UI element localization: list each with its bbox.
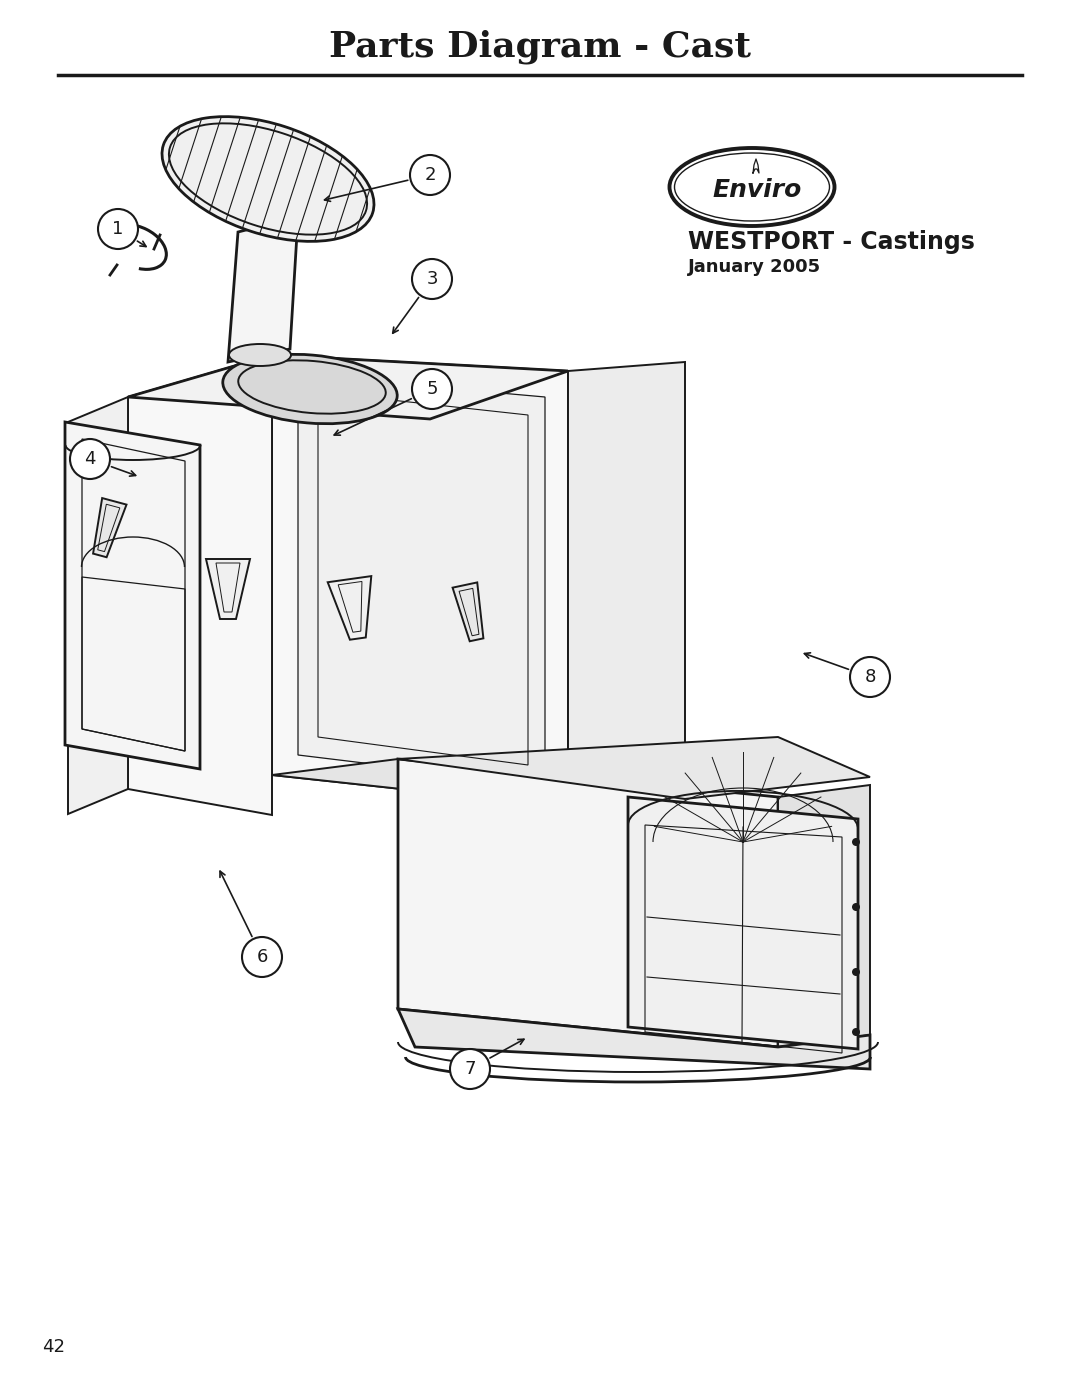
Circle shape	[411, 369, 453, 409]
Polygon shape	[228, 217, 298, 362]
Circle shape	[852, 968, 860, 977]
Text: 42: 42	[42, 1338, 65, 1356]
Polygon shape	[778, 785, 870, 1046]
Text: 7: 7	[464, 1060, 476, 1078]
Polygon shape	[399, 738, 870, 799]
Ellipse shape	[162, 116, 374, 242]
Polygon shape	[568, 362, 685, 807]
Text: 1: 1	[112, 219, 124, 237]
Polygon shape	[399, 759, 778, 1046]
Text: Enviro: Enviro	[713, 177, 801, 203]
Text: 3: 3	[427, 270, 437, 288]
Circle shape	[410, 155, 450, 196]
Polygon shape	[453, 583, 484, 641]
Polygon shape	[129, 355, 272, 814]
Text: 6: 6	[256, 949, 268, 965]
Circle shape	[852, 1028, 860, 1037]
Text: 4: 4	[84, 450, 96, 468]
Polygon shape	[68, 397, 129, 814]
Text: 8: 8	[864, 668, 876, 686]
Text: 2: 2	[424, 166, 435, 184]
Polygon shape	[327, 576, 372, 640]
Polygon shape	[272, 355, 568, 807]
Text: 5: 5	[427, 380, 437, 398]
Circle shape	[70, 439, 110, 479]
Ellipse shape	[222, 355, 397, 423]
Polygon shape	[627, 798, 858, 1049]
Polygon shape	[65, 422, 200, 768]
Circle shape	[242, 937, 282, 977]
Polygon shape	[129, 355, 568, 419]
Circle shape	[852, 838, 860, 847]
Circle shape	[411, 258, 453, 299]
Polygon shape	[399, 1009, 870, 1069]
Circle shape	[852, 902, 860, 911]
Circle shape	[850, 657, 890, 697]
Text: WESTPORT - Castings: WESTPORT - Castings	[688, 231, 975, 254]
Polygon shape	[298, 374, 545, 785]
Polygon shape	[206, 559, 249, 619]
Text: Parts Diagram - Cast: Parts Diagram - Cast	[329, 29, 751, 64]
Circle shape	[450, 1049, 490, 1090]
Ellipse shape	[229, 344, 291, 366]
Circle shape	[98, 210, 138, 249]
Text: January 2005: January 2005	[688, 258, 821, 277]
Polygon shape	[93, 499, 126, 557]
Polygon shape	[272, 759, 685, 807]
